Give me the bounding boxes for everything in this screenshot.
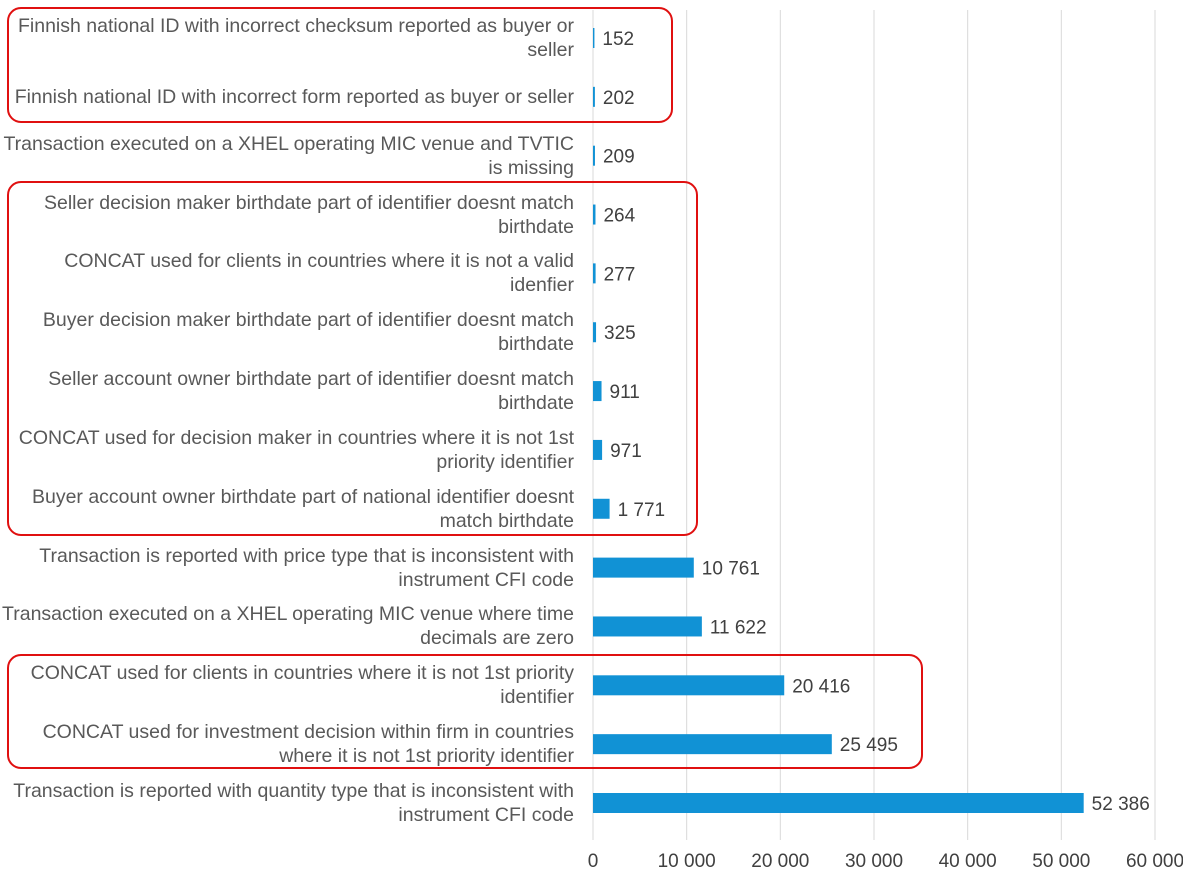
value-label: 277 <box>604 264 636 285</box>
y-tick-label: Transaction executed on a XHEL operating… <box>2 603 574 650</box>
bar <box>593 322 597 343</box>
value-label: 20 416 <box>792 676 850 697</box>
bar <box>593 263 596 284</box>
x-tick-label: 60 000 <box>1126 851 1183 872</box>
value-label: 209 <box>603 147 635 168</box>
value-label: 152 <box>602 29 634 50</box>
value-label: 11 622 <box>710 617 767 638</box>
y-tick-label: Seller account owner birthdate part of i… <box>48 368 574 415</box>
y-tick-label: CONCAT used for clients in countries whe… <box>30 662 574 709</box>
value-label: 1 771 <box>618 500 666 521</box>
x-tick-label: 20 000 <box>751 851 809 872</box>
y-tick-label: CONCAT used for investment decision with… <box>42 721 574 768</box>
highlight-box <box>7 7 673 123</box>
bar <box>593 793 1084 813</box>
x-tick-label: 40 000 <box>939 851 997 872</box>
bar <box>593 675 785 696</box>
y-tick-label: CONCAT used for clients in countries whe… <box>64 250 574 297</box>
bar <box>593 734 832 755</box>
bar <box>593 381 602 402</box>
bar <box>593 498 610 519</box>
y-tick-label: Buyer account owner birthdate part of na… <box>31 485 574 532</box>
y-tick-label: Seller decision maker birthdate part of … <box>43 191 574 238</box>
y-tick-label: Finnish national ID with incorrect check… <box>18 15 574 61</box>
x-tick-label: 30 000 <box>845 851 903 872</box>
x-tick-label: 0 <box>588 851 599 872</box>
bar <box>593 439 603 460</box>
bar <box>593 145 595 166</box>
x-tick-label: 10 000 <box>658 851 716 872</box>
bar <box>593 28 595 48</box>
bar <box>593 557 694 578</box>
value-label: 971 <box>610 441 642 462</box>
value-label: 911 <box>610 382 640 403</box>
y-tick-label: Buyer decision maker birthdate part of i… <box>42 309 574 356</box>
value-label: 10 761 <box>702 559 760 580</box>
bar <box>593 204 596 225</box>
y-tick-label: Transaction executed on a XHEL operating… <box>3 132 574 179</box>
value-label: 202 <box>603 88 635 109</box>
bar <box>593 86 595 107</box>
y-tick-label: Finnish national ID with incorrect form … <box>14 85 574 108</box>
y-tick-label: CONCAT used for decision maker in countr… <box>18 426 574 473</box>
highlight-box <box>7 654 923 769</box>
value-label: 325 <box>604 323 636 344</box>
y-tick-label: Transaction is reported with quantity ty… <box>13 780 574 826</box>
bar <box>593 616 702 637</box>
y-tick-label: Transaction is reported with price type … <box>39 544 574 591</box>
x-tick-label: 50 000 <box>1032 851 1090 872</box>
value-label: 264 <box>603 206 635 227</box>
value-label: 25 495 <box>840 735 898 756</box>
value-label: 52 386 <box>1092 794 1150 815</box>
highlight-box <box>7 181 698 536</box>
